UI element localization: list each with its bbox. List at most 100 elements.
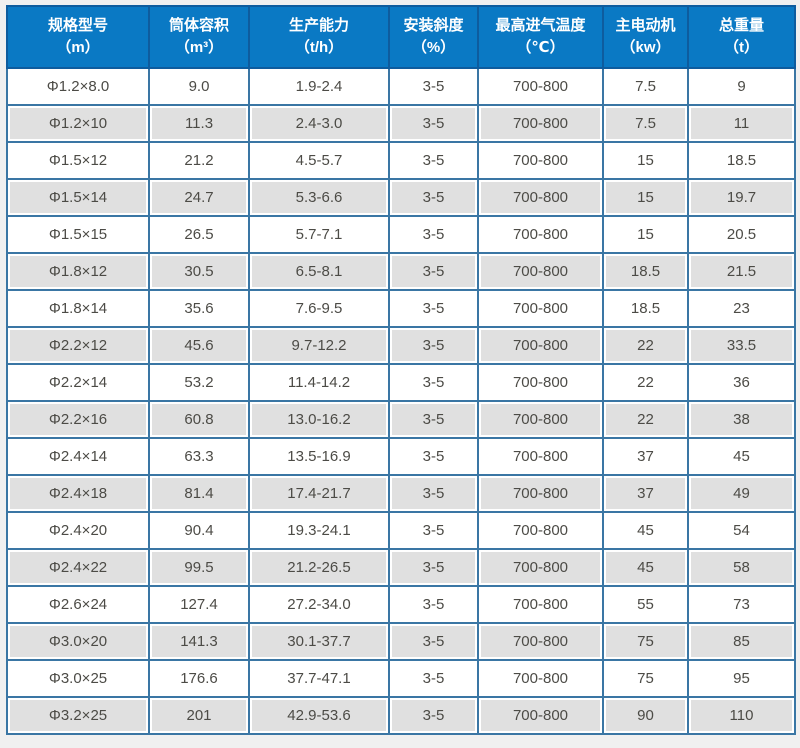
table-cell: 3-5 xyxy=(388,104,479,143)
column-header: 总重量 （t） xyxy=(687,5,796,69)
table-cell: 54 xyxy=(687,511,796,550)
table-cell: 15 xyxy=(602,141,689,180)
column-label: 规格型号 xyxy=(47,17,108,34)
table-cell: 3-5 xyxy=(388,178,479,217)
table-cell: 90 xyxy=(602,696,689,735)
table-cell: 55 xyxy=(602,585,689,624)
column-label: 安装斜度 xyxy=(403,17,464,34)
table-cell: 700-800 xyxy=(477,511,604,550)
table-cell: 176.6 xyxy=(148,659,250,698)
table-cell: Φ1.2×8.0 xyxy=(6,67,150,106)
table-row: Φ2.4×14 63.3 13.5-16.9 3-5 700-800 37 45 xyxy=(6,437,796,476)
table-cell: 9 xyxy=(687,67,796,106)
table-cell: Φ2.4×20 xyxy=(6,511,150,550)
table-row: Φ2.2×16 60.8 13.0-16.2 3-5 700-800 22 38 xyxy=(6,400,796,439)
table-row: Φ3.2×25 201 42.9-53.6 3-5 700-800 90 110 xyxy=(6,696,796,735)
table-cell: Φ1.8×14 xyxy=(6,289,150,328)
table-cell: 75 xyxy=(602,659,689,698)
table-cell: 22 xyxy=(602,326,689,365)
table-row: Φ1.8×12 30.5 6.5-8.1 3-5 700-800 18.5 21.5 xyxy=(6,252,796,291)
column-label: 筒体容积 xyxy=(168,17,229,34)
table-cell: 17.4-21.7 xyxy=(248,474,390,513)
table-row: Φ1.2×8.0 9.0 1.9-2.4 3-5 700-800 7.5 9 xyxy=(6,67,796,106)
table-row: Φ1.5×14 24.7 5.3-6.6 3-5 700-800 15 19.7 xyxy=(6,178,796,217)
table-cell: 700-800 xyxy=(477,215,604,254)
table-cell: 37.7-47.1 xyxy=(248,659,390,698)
table-cell: 85 xyxy=(687,622,796,661)
table-cell: 35.6 xyxy=(148,289,250,328)
table-cell: 5.3-6.6 xyxy=(248,178,390,217)
table-cell: 3-5 xyxy=(388,363,479,402)
column-label: 主电动机 xyxy=(615,17,676,34)
table-cell: Φ2.4×22 xyxy=(6,548,150,587)
table-cell: 700-800 xyxy=(477,326,604,365)
table-cell: 3-5 xyxy=(388,548,479,587)
table-cell: 26.5 xyxy=(148,215,250,254)
table-cell: Φ2.2×14 xyxy=(6,363,150,402)
table-row: Φ2.2×12 45.6 9.7-12.2 3-5 700-800 22 33.5 xyxy=(6,326,796,365)
table-cell: 22 xyxy=(602,363,689,402)
table-cell: 127.4 xyxy=(148,585,250,624)
column-label: 最高进气温度 xyxy=(495,17,586,34)
table-cell: 18.5 xyxy=(687,141,796,180)
header-row: 规格型号 （m） 筒体容积 （m³） 生产能力 （t/h） 安装斜度 （%） 最高进气温度 （℃）… xyxy=(6,5,796,69)
column-unit: （℃） xyxy=(516,39,565,56)
table-cell: 13.5-16.9 xyxy=(248,437,390,476)
table-cell: 38 xyxy=(687,400,796,439)
table-cell: 21.5 xyxy=(687,252,796,291)
table-cell: 7.5 xyxy=(602,67,689,106)
table-cell: 700-800 xyxy=(477,67,604,106)
table-cell: 3-5 xyxy=(388,511,479,550)
table-cell: 3-5 xyxy=(388,585,479,624)
table-cell: 60.8 xyxy=(148,400,250,439)
table-cell: 7.5 xyxy=(602,104,689,143)
table-cell: Φ1.8×12 xyxy=(6,252,150,291)
column-header: 规格型号 （m） xyxy=(6,5,150,69)
table-cell: 11 xyxy=(687,104,796,143)
table-cell: 30.1-37.7 xyxy=(248,622,390,661)
table-cell: 2.4-3.0 xyxy=(248,104,390,143)
table-cell: 201 xyxy=(148,696,250,735)
column-header: 最高进气温度 （℃） xyxy=(477,5,604,69)
table-cell: 700-800 xyxy=(477,400,604,439)
table-cell: 9.7-12.2 xyxy=(248,326,390,365)
table-cell: 3-5 xyxy=(388,252,479,291)
table-cell: 700-800 xyxy=(477,548,604,587)
table-cell: Φ2.2×16 xyxy=(6,400,150,439)
table-cell: 3-5 xyxy=(388,215,479,254)
column-unit: （m） xyxy=(56,39,100,56)
column-label: 生产能力 xyxy=(288,17,349,34)
table-cell: 18.5 xyxy=(602,289,689,328)
table-cell: 53.2 xyxy=(148,363,250,402)
table-row: Φ2.4×22 99.5 21.2-26.5 3-5 700-800 45 58 xyxy=(6,548,796,587)
table-cell: 700-800 xyxy=(477,252,604,291)
table-row: Φ2.4×18 81.4 17.4-21.7 3-5 700-800 37 49 xyxy=(6,474,796,513)
table-cell: 30.5 xyxy=(148,252,250,291)
table-cell: 700-800 xyxy=(477,659,604,698)
table-cell: Φ2.4×18 xyxy=(6,474,150,513)
column-unit: （m³） xyxy=(174,39,224,56)
table-cell: 700-800 xyxy=(477,178,604,217)
table-cell: 13.0-16.2 xyxy=(248,400,390,439)
table-row: Φ1.8×14 35.6 7.6-9.5 3-5 700-800 18.5 23 xyxy=(6,289,796,328)
table-row: Φ2.2×14 53.2 11.4-14.2 3-5 700-800 22 36 xyxy=(6,363,796,402)
table-cell: 3-5 xyxy=(388,659,479,698)
table-cell: 22 xyxy=(602,400,689,439)
table-cell: Φ3.2×25 xyxy=(6,696,150,735)
table-cell: 3-5 xyxy=(388,326,479,365)
table-cell: 9.0 xyxy=(148,67,250,106)
table-cell: Φ3.0×25 xyxy=(6,659,150,698)
table-cell: 700-800 xyxy=(477,696,604,735)
table-cell: 42.9-53.6 xyxy=(248,696,390,735)
table-cell: 700-800 xyxy=(477,585,604,624)
column-header: 筒体容积 （m³） xyxy=(148,5,250,69)
table-body: Φ1.2×8.0 9.0 1.9-2.4 3-5 700-800 7.5 9 Φ1.2×10 1… xyxy=(6,67,796,735)
table-cell: Φ1.2×10 xyxy=(6,104,150,143)
table-cell: 15 xyxy=(602,178,689,217)
table-cell: Φ2.4×14 xyxy=(6,437,150,476)
table-cell: 1.9-2.4 xyxy=(248,67,390,106)
table-cell: 75 xyxy=(602,622,689,661)
column-unit: （kw） xyxy=(620,39,671,56)
table-row: Φ2.4×20 90.4 19.3-24.1 3-5 700-800 45 54 xyxy=(6,511,796,550)
